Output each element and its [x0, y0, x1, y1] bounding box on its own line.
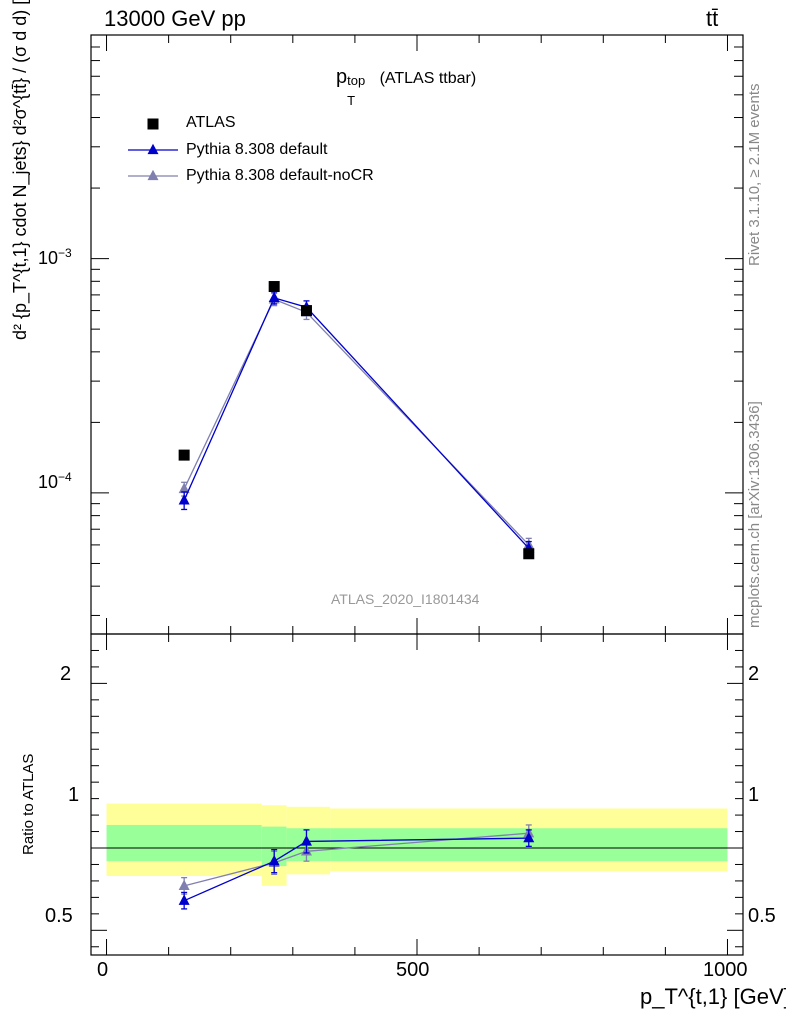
rivet-label: Rivet 3.1.10, ≥ 2.1M events [746, 83, 763, 267]
legend-markers [128, 118, 178, 181]
pythia-nocr-line [183, 298, 530, 546]
ratio-pythia-default-point [523, 831, 535, 843]
x-tick-500: 500 [396, 959, 430, 981]
main-series-group [178, 281, 535, 560]
pythia-default-point [178, 494, 190, 505]
legend-marker-pythia-default [147, 143, 159, 155]
plot-title-main: p [336, 66, 348, 88]
analysis-id: ATLAS_2020_I1801434 [331, 591, 480, 607]
mcplots-label: mcplots.cern.ch [arXiv:1306.3436] [746, 401, 763, 628]
ratio-band-inner [106, 824, 262, 862]
atlas-point [178, 449, 190, 461]
pythia-default-line [183, 297, 530, 549]
atlas-point [268, 281, 280, 293]
ratio-y-tick-2-left: 2 [60, 663, 72, 685]
ratio-y-tick-1-left: 1 [68, 784, 80, 806]
legend-marker-pythia-nocr [147, 169, 159, 181]
ratio-series-group [178, 824, 535, 910]
x-tick-1000: 1000 [703, 959, 748, 981]
x-axis-label: p_T^{t,1} [GeV] [640, 984, 786, 1009]
plot-title-rest: (ATLAS ttbar) [375, 70, 477, 87]
legend-label-atlas: ATLAS [186, 114, 236, 131]
ratio-pythia-default-point [178, 894, 190, 905]
pythia-nocr-point [178, 482, 190, 494]
ratio-uncertainty-bands [106, 803, 728, 886]
atlas-point [523, 548, 535, 560]
ratio-y-tick-2-right: 2 [748, 663, 760, 685]
plot-title-sup: top [347, 73, 366, 88]
atlas-point [300, 305, 312, 317]
legend-marker-atlas [147, 118, 159, 130]
y-tick-label-1e-3: 10−3 [38, 246, 72, 268]
x-tick-0: 0 [97, 959, 109, 981]
legend-label-pythia-default: Pythia 8.308 default [186, 141, 328, 158]
pythia-default-point [268, 291, 280, 303]
ratio-pythia-default-point [268, 854, 280, 866]
ratio-y-tick-05-right: 0.5 [748, 905, 776, 927]
energy-label: 13000 GeV pp [104, 6, 246, 31]
ratio-y-axis-label: Ratio to ATLAS [20, 753, 37, 855]
plot-title-sub: T [347, 93, 356, 108]
upper-y-axis-label: d² {p_T^{t,1} cdot N_jets} d²σ^{tt̄} / (… [10, 0, 30, 340]
ratio-pythia-default-line [183, 837, 529, 902]
axis-ticks [91, 35, 743, 955]
process-label: tt̄ [706, 6, 719, 31]
ratio-pythia-nocr-line [183, 832, 529, 887]
ratio-y-tick-1-right: 1 [748, 784, 760, 806]
ratio-pythia-nocr-point [178, 879, 190, 891]
ratio-y-tick-05-left: 0.5 [45, 905, 73, 927]
y-tick-label-1e-4: 10−4 [38, 470, 72, 492]
ratio-frame [90, 633, 744, 956]
plot-title: p top T (ATLAS ttbar) [336, 66, 477, 108]
legend-label-pythia-nocr: Pythia 8.308 default-noCR [186, 167, 374, 184]
ratio-pythia-default-point [300, 835, 312, 846]
